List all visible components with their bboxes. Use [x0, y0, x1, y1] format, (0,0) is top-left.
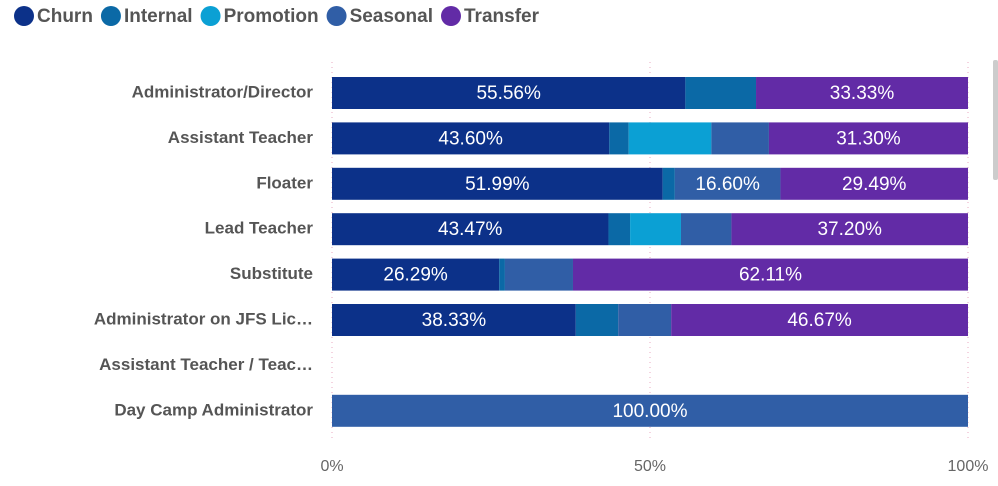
data-label: 38.33%	[422, 310, 487, 331]
bar-segment	[671, 304, 968, 336]
bar-segment	[630, 213, 681, 246]
data-label: 16.60%	[695, 174, 760, 195]
legend-marker	[441, 6, 461, 26]
bar-segment	[680, 213, 732, 246]
bar-segment	[332, 122, 610, 155]
legend-label: Internal	[124, 6, 193, 27]
bar-segment	[780, 167, 968, 200]
bar-segment	[499, 258, 505, 291]
legend-label: Seasonal	[350, 6, 433, 27]
category-label: Assistant Teacher	[168, 128, 314, 147]
bar-segment	[768, 122, 968, 155]
legend-marker	[100, 6, 121, 26]
legend-label: Promotion	[224, 6, 319, 27]
data-label: 33.33%	[830, 83, 895, 104]
category-label: Substitute	[230, 264, 313, 283]
data-label: 51.99%	[465, 174, 530, 195]
bar-segment	[662, 167, 675, 200]
data-label: 100.00%	[612, 401, 687, 422]
bar-segment	[711, 122, 769, 155]
bar-segment	[332, 258, 500, 291]
data-label: 43.47%	[438, 219, 503, 240]
legend-label: Churn	[37, 6, 93, 27]
bar-segment	[332, 77, 686, 109]
category-label: Administrator on JFS Lic…	[94, 309, 313, 328]
category-label: Administrator/Director	[132, 82, 314, 101]
bar-segment	[332, 213, 609, 246]
bar-segment	[674, 167, 781, 200]
x-tick-label: 100%	[948, 458, 989, 475]
legend-marker	[14, 6, 34, 26]
bar-segment	[731, 213, 968, 246]
scrollbar[interactable]	[993, 60, 998, 180]
bar-segment	[572, 258, 968, 291]
legend-marker	[200, 6, 221, 26]
data-label: 46.67%	[787, 310, 852, 331]
category-label: Day Camp Administrator	[114, 400, 313, 419]
data-label: 62.11%	[739, 265, 802, 286]
data-label: 31.30%	[836, 128, 901, 149]
bar-segment	[609, 122, 629, 155]
data-label: 29.49%	[842, 174, 907, 195]
category-label: Floater	[256, 173, 313, 192]
bar-segment	[332, 304, 576, 336]
legend-marker	[326, 6, 347, 26]
data-label: 26.29%	[383, 265, 448, 286]
x-tick-label: 0%	[320, 458, 343, 475]
bar-segment	[504, 258, 573, 291]
bar-segment	[756, 77, 968, 109]
x-tick-label: 50%	[634, 458, 666, 475]
category-label: Lead Teacher	[205, 219, 314, 238]
category-label: Assistant Teacher / Teac…	[99, 355, 313, 374]
bar-segment	[608, 213, 631, 246]
data-label: 55.56%	[476, 83, 541, 104]
bar-segment	[575, 304, 619, 336]
data-label: 37.20%	[817, 219, 882, 240]
bar-segment	[332, 167, 663, 200]
legend-label: Transfer	[464, 6, 540, 27]
data-label: 43.60%	[438, 128, 503, 149]
bar-segment	[618, 304, 672, 336]
bar-segment	[332, 394, 968, 427]
bar-segment	[685, 77, 757, 109]
bar-segment	[628, 122, 712, 155]
